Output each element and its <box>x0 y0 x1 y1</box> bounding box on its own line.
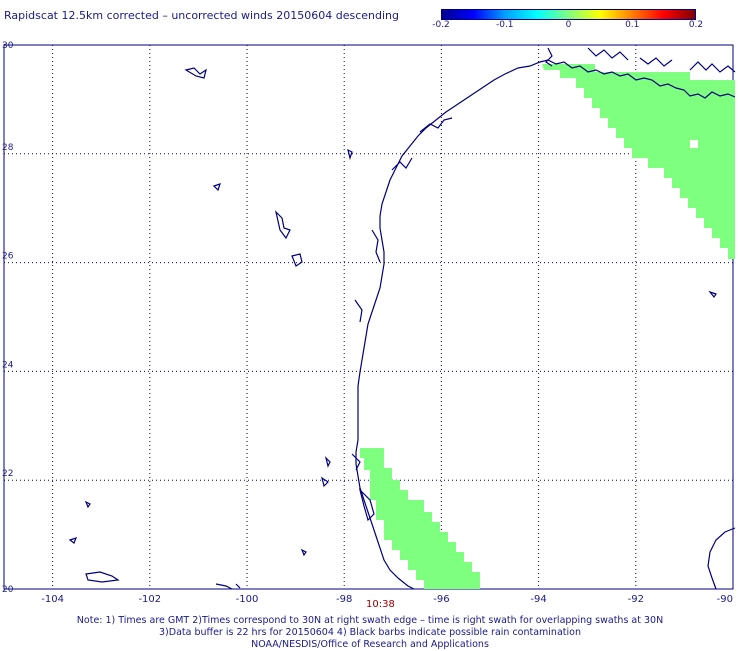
colorbar-tick: -0.1 <box>495 20 514 30</box>
lat-tick-label: 24 <box>2 360 14 370</box>
lat-tick-label: 30 <box>2 41 14 51</box>
swath-ne <box>542 64 735 259</box>
swath-sw <box>360 448 480 589</box>
lat-tick-label: 28 <box>2 143 14 153</box>
lat-tick-label: 26 <box>2 252 14 262</box>
lat-axis-labels: 30 28 26 24 22 20 <box>2 41 14 595</box>
chart-title: Rapidscat 12.5km corrected – uncorrected… <box>4 9 400 22</box>
lat-tick-label: 20 <box>2 585 14 595</box>
note-line-3: NOAA/NESDIS/Office of Research and Appli… <box>251 639 489 650</box>
colorbar-tick: 0 <box>565 20 572 30</box>
lon-tick-label: -102 <box>138 594 161 605</box>
lon-axis-labels: -104 -102 -100 -98 -96 -94 -92 -90 <box>41 594 733 605</box>
gridlines <box>4 45 733 589</box>
lon-tick-label: -94 <box>530 594 546 605</box>
lat-tick-label: 22 <box>2 469 13 479</box>
lon-tick-label: -98 <box>336 594 352 605</box>
colorbar <box>441 9 696 20</box>
lon-tick-label: -100 <box>236 594 259 605</box>
lon-tick-label: -90 <box>717 594 733 605</box>
coastline <box>68 47 736 590</box>
colorbar-tick: 0.1 <box>625 20 640 30</box>
lon-tick-label: -104 <box>41 594 64 605</box>
time-label: 10:38 <box>366 599 395 610</box>
lon-tick-label: -92 <box>628 594 644 605</box>
map-frame <box>3 44 734 590</box>
notes: Note: 1) Times are GMT 2)Times correspon… <box>0 615 740 651</box>
swath-gap <box>690 140 698 148</box>
colorbar-tick: 0.2 <box>688 20 704 30</box>
colorbar-tick: -0.2 <box>432 20 450 30</box>
note-line-1: Note: 1) Times are GMT 2)Times correspon… <box>76 615 664 626</box>
note-line-2: 3)Data buffer is 22 hrs for 20150604 4) … <box>159 627 581 638</box>
lon-tick-label: -96 <box>433 594 449 605</box>
